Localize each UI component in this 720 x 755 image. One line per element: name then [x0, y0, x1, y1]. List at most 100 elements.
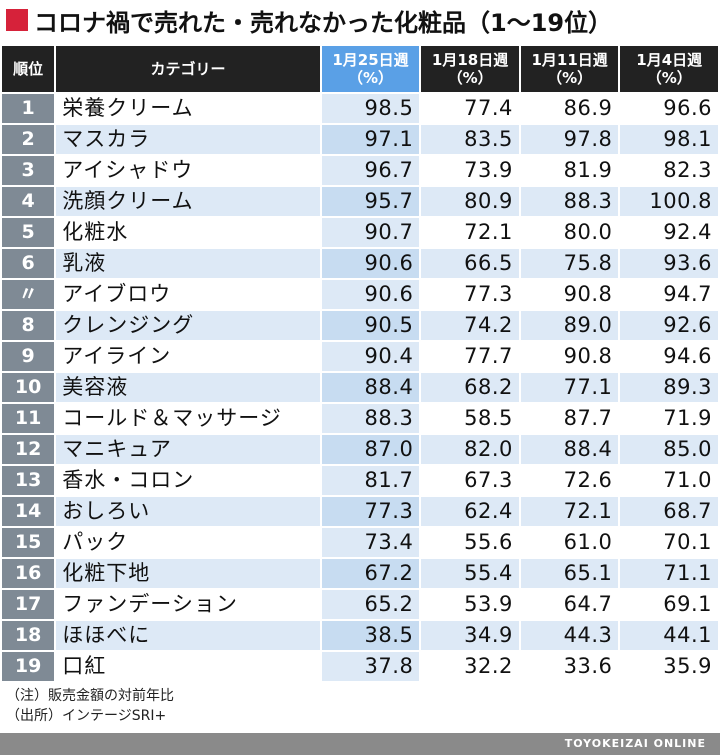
rank-cell: 11	[2, 404, 55, 433]
value-cell: 68.2	[421, 373, 519, 402]
header-category: カテゴリー	[56, 46, 320, 92]
rank-cell: 16	[2, 559, 55, 588]
value-cell: 88.4	[321, 373, 420, 402]
rank-cell: 3	[2, 156, 55, 185]
value-cell: 92.4	[620, 218, 718, 247]
value-cell: 71.1	[620, 559, 718, 588]
header-rank: 順位	[2, 46, 55, 92]
rank-cell: 18	[2, 621, 55, 650]
table-row: 17 ファンデーション 65.2 53.9 64.7 69.1	[2, 590, 718, 619]
value-cell: 96.7	[321, 156, 420, 185]
value-cell: 38.5	[321, 621, 420, 650]
table-row: 18 ほほべに 38.5 34.9 44.3 44.1	[2, 621, 718, 650]
value-cell: 92.6	[620, 311, 718, 340]
value-cell: 80.0	[520, 218, 619, 247]
rank-cell: 4	[2, 187, 55, 216]
value-cell: 55.6	[421, 528, 519, 557]
footer-credit: TOYOKEIZAI ONLINE	[0, 733, 720, 755]
category-cell: 美容液	[56, 373, 320, 402]
table-row: 14 おしろい 77.3 62.4 72.1 68.7	[2, 497, 718, 526]
value-cell: 61.0	[520, 528, 619, 557]
value-cell: 64.7	[520, 590, 619, 619]
table-row: 13 香水・コロン 81.7 67.3 72.6 71.0	[2, 466, 718, 495]
rank-cell: 2	[2, 125, 55, 154]
rank-cell: 〃	[2, 280, 55, 309]
value-cell: 90.6	[321, 249, 420, 278]
header-week-0125: 1月25日週 （%）	[321, 46, 420, 92]
value-cell: 77.4	[421, 94, 519, 123]
value-cell: 73.9	[421, 156, 519, 185]
category-cell: 香水・コロン	[56, 466, 320, 495]
value-cell: 88.3	[520, 187, 619, 216]
rank-cell: 6	[2, 249, 55, 278]
table-row: 15 パック 73.4 55.6 61.0 70.1	[2, 528, 718, 557]
table-row: 3 アイシャドウ 96.7 73.9 81.9 82.3	[2, 156, 718, 185]
value-cell: 55.4	[421, 559, 519, 588]
value-cell: 73.4	[321, 528, 420, 557]
category-cell: 口紅	[56, 652, 320, 681]
value-cell: 88.4	[520, 435, 619, 464]
value-cell: 95.7	[321, 187, 420, 216]
table-row: 16 化粧下地 67.2 55.4 65.1 71.1	[2, 559, 718, 588]
table-header-row: 順位 カテゴリー 1月25日週 （%） 1月18日週 （%） 1月11日週 （%） 1…	[2, 46, 718, 92]
table-row: 11 コールド＆マッサージ 88.3 58.5 87.7 71.9	[2, 404, 718, 433]
value-cell: 87.0	[321, 435, 420, 464]
value-cell: 70.1	[620, 528, 718, 557]
value-cell: 77.3	[321, 497, 420, 526]
category-cell: 化粧水	[56, 218, 320, 247]
value-cell: 68.7	[620, 497, 718, 526]
ranking-table: 順位 カテゴリー 1月25日週 （%） 1月18日週 （%） 1月11日週 （%） 1…	[0, 44, 720, 683]
value-cell: 37.8	[321, 652, 420, 681]
value-cell: 94.6	[620, 342, 718, 371]
category-cell: 化粧下地	[56, 559, 320, 588]
rank-cell: 19	[2, 652, 55, 681]
page-title: コロナ禍で売れた・売れなかった化粧品（1〜19位）	[34, 8, 613, 37]
rank-cell: 9	[2, 342, 55, 371]
value-cell: 67.3	[421, 466, 519, 495]
value-cell: 72.1	[421, 218, 519, 247]
value-cell: 100.8	[620, 187, 718, 216]
category-cell: マニキュア	[56, 435, 320, 464]
category-cell: アイブロウ	[56, 280, 320, 309]
value-cell: 33.6	[520, 652, 619, 681]
value-cell: 98.5	[321, 94, 420, 123]
value-cell: 86.9	[520, 94, 619, 123]
table-row: 12 マニキュア 87.0 82.0 88.4 85.0	[2, 435, 718, 464]
value-cell: 71.0	[620, 466, 718, 495]
category-cell: ファンデーション	[56, 590, 320, 619]
category-cell: アイシャドウ	[56, 156, 320, 185]
table-row: 1 栄養クリーム 98.5 77.4 86.9 96.6	[2, 94, 718, 123]
value-cell: 81.7	[321, 466, 420, 495]
header-week-0118: 1月18日週 （%）	[421, 46, 519, 92]
category-cell: 洗顔クリーム	[56, 187, 320, 216]
category-cell: 乳液	[56, 249, 320, 278]
category-cell: コールド＆マッサージ	[56, 404, 320, 433]
value-cell: 81.9	[520, 156, 619, 185]
category-cell: マスカラ	[56, 125, 320, 154]
value-cell: 98.1	[620, 125, 718, 154]
rank-cell: 17	[2, 590, 55, 619]
header-week-0111: 1月11日週 （%）	[520, 46, 619, 92]
source-line: （出所）インテージSRI+	[6, 708, 167, 724]
value-cell: 87.7	[520, 404, 619, 433]
value-cell: 69.1	[620, 590, 718, 619]
value-cell: 77.7	[421, 342, 519, 371]
publisher-label: TOYOKEIZAI ONLINE	[564, 737, 706, 750]
category-cell: ほほべに	[56, 621, 320, 650]
value-cell: 44.1	[620, 621, 718, 650]
value-cell: 71.9	[620, 404, 718, 433]
value-cell: 32.2	[421, 652, 519, 681]
value-cell: 89.3	[620, 373, 718, 402]
value-cell: 90.4	[321, 342, 420, 371]
value-cell: 93.6	[620, 249, 718, 278]
value-cell: 34.9	[421, 621, 519, 650]
value-cell: 65.1	[520, 559, 619, 588]
value-cell: 96.6	[620, 94, 718, 123]
title-bar: コロナ禍で売れた・売れなかった化粧品（1〜19位）	[0, 0, 720, 40]
value-cell: 90.6	[321, 280, 420, 309]
value-cell: 65.2	[321, 590, 420, 619]
value-cell: 94.7	[620, 280, 718, 309]
table-row: 6 乳液 90.6 66.5 75.8 93.6	[2, 249, 718, 278]
value-cell: 80.9	[421, 187, 519, 216]
table-row: 8 クレンジング 90.5 74.2 89.0 92.6	[2, 311, 718, 340]
